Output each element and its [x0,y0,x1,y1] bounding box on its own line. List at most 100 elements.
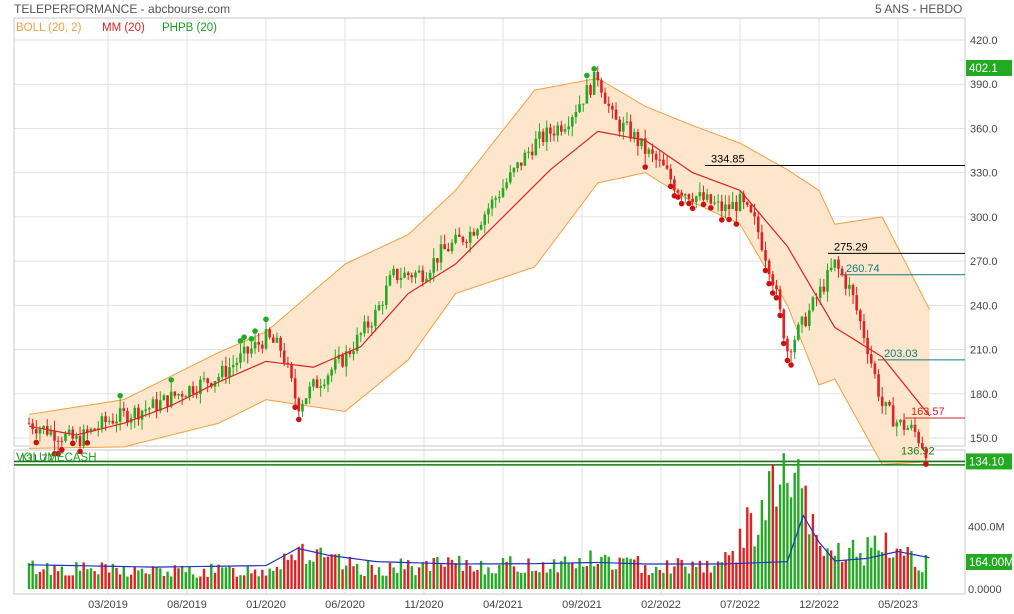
y-tick-label: 150.0 [970,433,998,445]
phpb-markers [33,66,929,467]
candle-body [315,379,319,388]
volume-bar [231,567,235,589]
volume-bar [297,546,301,589]
candle-body [556,125,559,136]
current-value-badge: 134.10 [969,456,1004,468]
candle-body [144,409,147,411]
volume-bar [738,528,742,589]
volume-bar [151,566,155,589]
volume-bar [428,570,432,589]
candle-body [126,411,129,423]
volume-bar [293,560,297,589]
candle-body [789,351,793,353]
candle-body [541,131,545,143]
volume-bar [78,570,82,589]
phpb-marker-up [584,72,590,79]
volume-bar [447,557,450,589]
x-tick-label: 01/2020 [246,599,286,611]
candle-body [177,393,180,396]
candle-body [118,408,122,422]
volume-bar [855,556,858,589]
candle-body [607,103,611,106]
volume-bar [115,567,118,589]
volume-bar [534,570,538,589]
candle-body [797,324,800,340]
volume-bar [155,567,158,589]
volume-bar [82,562,85,589]
phpb-marker-down [675,194,681,200]
candle-body [111,420,115,424]
candle-body [917,431,920,444]
volume-bar [290,554,293,589]
candle-body [286,362,290,364]
candle-body [851,284,855,296]
volume-bar [530,571,534,589]
candle-body [89,428,93,432]
candle-body [107,420,111,422]
volume-bar [582,566,585,589]
volume-bar [283,553,286,589]
volume-bar [549,569,552,589]
volume-bar [268,568,271,589]
candle-body [622,122,625,132]
volume-bar [97,574,100,589]
volume-bar [381,575,384,589]
candle-body [304,398,308,405]
volume-bar [370,564,373,589]
volume-bar [334,554,337,589]
volume-bar [180,565,184,589]
volume-bar [913,566,917,589]
candle-body [771,274,775,286]
volume-bar [512,566,516,589]
volume-bar [680,559,683,589]
volume-bar [315,549,319,589]
y-tick-label: 420.0 [970,35,998,47]
candle-body [753,212,756,217]
volume-bar [483,574,486,589]
volume-bar [778,484,782,589]
phpb-marker-down [766,280,772,287]
volume-bar [640,572,643,589]
volume-bar [221,567,224,589]
candle-body [468,231,472,243]
phpb-marker-down [708,205,714,211]
x-tick-label: 08/2019 [167,599,207,611]
candle-body [669,168,673,180]
legend-boll: BOLL (20, 2) [16,22,82,34]
volume-bar [111,563,115,589]
volume-bar [224,567,228,589]
candle-body [38,428,42,434]
x-tick-label: 03/2019 [88,599,128,611]
candle-body [530,151,534,156]
candle-body [432,258,436,273]
volume-bars [27,453,928,589]
volume-bar [585,566,589,589]
candle-body [279,337,282,351]
candle-body [370,326,374,328]
volume-bar [257,576,260,589]
candle-body [86,429,89,432]
candle-body [93,428,96,430]
candle-body [570,117,574,127]
candle-body [567,126,570,130]
volume-bar [574,568,578,589]
candle-body [359,333,363,335]
candle-body [319,386,322,388]
candle-body [611,105,614,110]
volume-bar [673,566,676,589]
candle-body [399,277,403,280]
candle-body [910,424,913,429]
volume-bar [436,557,439,589]
y-tick-label: 330.0 [970,168,998,180]
candle-body [363,321,366,334]
phpb-marker-up [248,336,255,342]
candle-body [27,423,31,425]
volume-bar [388,562,392,589]
volume-bar [545,572,548,589]
candle-body [840,268,844,276]
volume-bar [140,568,144,589]
candle-body [472,231,476,236]
volume-bar [625,557,629,589]
y-tick-label: 360.0 [970,123,998,135]
